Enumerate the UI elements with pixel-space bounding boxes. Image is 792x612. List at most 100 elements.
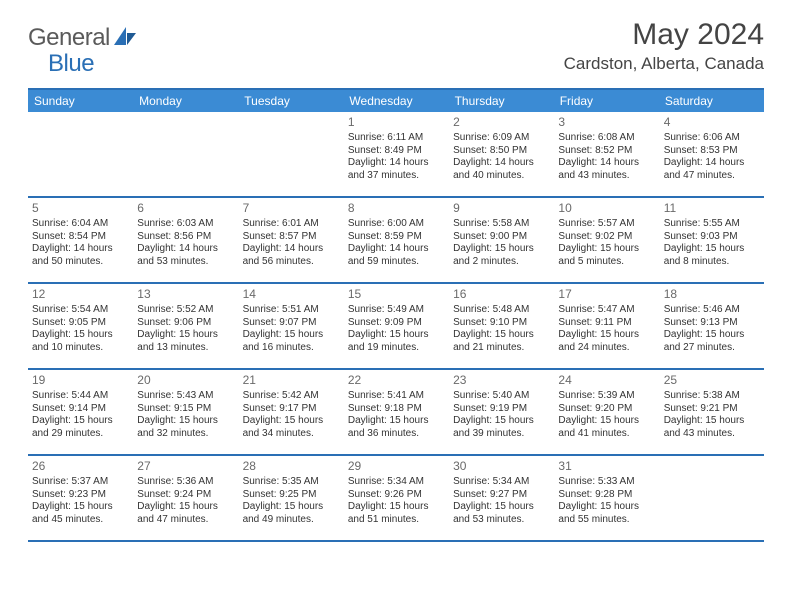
day-cell: 21Sunrise: 5:42 AMSunset: 9:17 PMDayligh… [238, 370, 343, 454]
sunrise-line: Sunrise: 5:36 AM [137, 476, 233, 489]
calendar: Sunday Monday Tuesday Wednesday Thursday… [28, 88, 764, 542]
sunset-line: Sunset: 9:09 PM [348, 317, 444, 330]
sunrise-line: Sunrise: 6:06 AM [664, 132, 760, 145]
day-number: 4 [664, 115, 760, 130]
sunset-line: Sunset: 8:54 PM [32, 231, 128, 244]
day-cell: 9 Sunrise: 5:58 AMSunset: 9:00 PMDaylight… [448, 198, 553, 282]
daylight-line: Daylight: 15 hours and 24 minutes. [558, 329, 654, 354]
daylight-line: Daylight: 15 hours and 32 minutes. [137, 415, 233, 440]
daylight-line: Daylight: 15 hours and 27 minutes. [664, 329, 760, 354]
sunrise-line: Sunrise: 5:47 AM [558, 304, 654, 317]
sunset-line: Sunset: 9:27 PM [453, 489, 549, 502]
sunrise-line: Sunrise: 5:46 AM [664, 304, 760, 317]
sunrise-line: Sunrise: 5:39 AM [558, 390, 654, 403]
day-cell: 17 Sunrise: 5:47 AMSunset: 9:11 PMDayligh… [553, 284, 658, 368]
daylight-line: Daylight: 15 hours and 19 minutes. [348, 329, 444, 354]
sunset-line: Sunset: 9:28 PM [558, 489, 654, 502]
sunset-line: Sunset: 9:05 PM [32, 317, 128, 330]
sunrise-line: Sunrise: 5:57 AM [558, 218, 654, 231]
daylight-line: Daylight: 15 hours and 39 minutes. [453, 415, 549, 440]
daylight-line: Daylight: 15 hours and 10 minutes. [32, 329, 128, 354]
daylight-line: Daylight: 15 hours and 49 minutes. [243, 501, 339, 526]
sunrise-line: Sunrise: 6:03 AM [137, 218, 233, 231]
sunrise-line: Sunrise: 5:34 AM [453, 476, 549, 489]
sunrise-line: Sunrise: 5:55 AM [664, 218, 760, 231]
daylight-line: Daylight: 15 hours and 55 minutes. [558, 501, 654, 526]
sunset-line: Sunset: 8:50 PM [453, 145, 549, 158]
sunset-line: Sunset: 9:11 PM [558, 317, 654, 330]
day-cell: 28Sunrise: 5:35 AMSunset: 9:25 PMDayligh… [238, 456, 343, 540]
daylight-line: Daylight: 15 hours and 8 minutes. [664, 243, 760, 268]
day-number: 7 [243, 201, 339, 216]
day-number: 25 [664, 373, 760, 388]
sunrise-line: Sunrise: 5:48 AM [453, 304, 549, 317]
logo: General [28, 24, 138, 52]
logo-text-general: General [28, 24, 110, 52]
daylight-line: Daylight: 14 hours and 47 minutes. [664, 157, 760, 182]
day-number: 8 [348, 201, 444, 216]
day-cell [28, 112, 132, 196]
daylight-line: Daylight: 15 hours and 34 minutes. [243, 415, 339, 440]
day-number: 17 [558, 287, 654, 302]
sunrise-line: Sunrise: 6:11 AM [348, 132, 444, 145]
day-cell: 11Sunrise: 5:55 AMSunset: 9:03 PMDayligh… [659, 198, 764, 282]
day-cell: 2Sunrise: 6:09 AMSunset: 8:50 PMDaylight… [448, 112, 553, 196]
day-number: 29 [348, 459, 444, 474]
day-cell [659, 456, 764, 540]
day-number: 9 [453, 201, 549, 216]
week-row: 1 Sunrise: 6:11 AMSunset: 8:49 PM Daylight… [28, 112, 764, 198]
sunset-line: Sunset: 9:00 PM [453, 231, 549, 244]
dow-wednesday: Wednesday [343, 90, 448, 112]
day-cell: 1Sunrise: 6:11 AMSunset: 8:49 PMDaylight… [343, 112, 448, 196]
dow-thursday: Thursday [449, 90, 554, 112]
sunrise-line: Sunrise: 5:38 AM [664, 390, 760, 403]
sunrise-line: Sunrise: 6:01 AM [243, 218, 339, 231]
sunrise-line: Sunrise: 5:58 AM [453, 218, 549, 231]
week-row: 5Sunrise: 6:04 AMSunset: 8:54 PMDaylight… [28, 198, 764, 284]
day-cell: 3Sunrise: 6:08 AMSunset: 8:52 PMDaylight… [553, 112, 658, 196]
week-row: 19Sunrise: 5:44 AMSunset: 9:14 PMDayligh… [28, 370, 764, 456]
day-cell: 20Sunrise: 5:43 AMSunset: 9:15 PMDayligh… [132, 370, 237, 454]
day-number: 10 [558, 201, 654, 216]
day-cell: 29Sunrise: 5:34 AMSunset: 9:26 PMDayligh… [343, 456, 448, 540]
sunset-line: Sunset: 8:59 PM [348, 231, 444, 244]
sunset-line: Sunset: 9:14 PM [32, 403, 128, 416]
daylight-line: Daylight: 15 hours and 43 minutes. [664, 415, 760, 440]
day-cell: 18Sunrise: 5:46 AMSunset: 9:13 PMDayligh… [659, 284, 764, 368]
sail-icon [112, 25, 138, 52]
sunrise-line: Sunrise: 5:49 AM [348, 304, 444, 317]
week-row: 26Sunrise: 5:37 AMSunset: 9:23 PMDayligh… [28, 456, 764, 542]
sunset-line: Sunset: 9:02 PM [558, 231, 654, 244]
sunset-line: Sunset: 8:56 PM [137, 231, 233, 244]
daylight-line: Daylight: 15 hours and 2 minutes. [453, 243, 549, 268]
sunset-line: Sunset: 9:26 PM [348, 489, 444, 502]
daylight-line: Daylight: 14 hours and 53 minutes. [137, 243, 233, 268]
day-cell: 23Sunrise: 5:40 AMSunset: 9:19 PMDayligh… [448, 370, 553, 454]
sunrise-line: Sunrise: 5:44 AM [32, 390, 128, 403]
sunset-line: Sunset: 9:19 PM [453, 403, 549, 416]
day-cell: 26Sunrise: 5:37 AMSunset: 9:23 PMDayligh… [28, 456, 132, 540]
day-cell: 13Sunrise: 5:52 AMSunset: 9:06 PMDayligh… [132, 284, 237, 368]
sunrise-line: Sunrise: 6:04 AM [32, 218, 128, 231]
logo-text-blue: Blue [48, 50, 94, 77]
sunrise-line: Sunrise: 5:40 AM [453, 390, 549, 403]
day-number: 24 [558, 373, 654, 388]
day-cell: 15 Sunrise: 5:49 AMSunset: 9:09 PMDayligh… [343, 284, 448, 368]
day-cell: 8 Sunrise: 6:00 AMSunset: 8:59 PMDaylight… [343, 198, 448, 282]
sunset-line: Sunset: 8:52 PM [558, 145, 654, 158]
day-cell: 10Sunrise: 5:57 AMSunset: 9:02 PMDayligh… [553, 198, 658, 282]
day-number: 1 [348, 115, 444, 130]
daylight-line: Daylight: 15 hours and 29 minutes. [32, 415, 128, 440]
daylight-line: Daylight: 14 hours and 50 minutes. [32, 243, 128, 268]
daylight-line: Daylight: 14 hours and 59 minutes. [348, 243, 444, 268]
day-cell: 22Sunrise: 5:41 AMSunset: 9:18 PMDayligh… [343, 370, 448, 454]
day-cell: 31Sunrise: 5:33 AMSunset: 9:28 PMDayligh… [553, 456, 658, 540]
sunset-line: Sunset: 9:23 PM [32, 489, 128, 502]
day-number: 26 [32, 459, 128, 474]
sunset-line: Sunset: 9:07 PM [243, 317, 339, 330]
sunset-line: Sunset: 9:13 PM [664, 317, 760, 330]
dow-row: Sunday Monday Tuesday Wednesday Thursday… [28, 90, 764, 112]
day-number: 15 [348, 287, 444, 302]
sunset-line: Sunset: 8:49 PM [348, 145, 444, 158]
sunrise-line: Sunrise: 6:00 AM [348, 218, 444, 231]
